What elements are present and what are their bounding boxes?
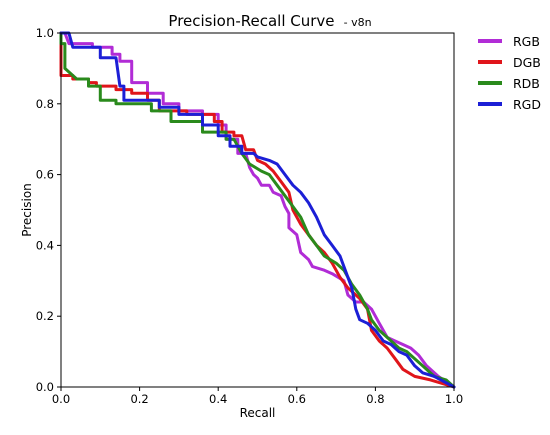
legend-label-rgd: RGD — [513, 97, 541, 112]
series-line-rdb — [59, 31, 456, 389]
x-tick-label: 0.6 — [288, 392, 306, 406]
plot-frame — [60, 32, 455, 388]
y-tick-label: 0.8 — [36, 97, 54, 111]
y-axis-ticks: 0.0 0.2 0.4 0.6 0.8 1.0 — [36, 26, 61, 394]
y-tick-label: 0.2 — [36, 309, 54, 323]
x-axis-label: Recall — [240, 406, 276, 420]
series-line-rgb — [59, 31, 456, 389]
x-axis-ticks: 0.0 0.2 0.4 0.6 0.8 1.0 — [52, 387, 463, 406]
y-tick-label: 0.0 — [36, 380, 54, 394]
y-tick-label: 0.4 — [36, 238, 54, 252]
legend: RGB DGB RDB RGD — [478, 34, 541, 112]
x-tick-label: 0.8 — [366, 392, 384, 406]
y-tick-label: 0.6 — [36, 168, 54, 182]
legend-label-rdb: RDB — [513, 76, 540, 91]
series-line-rgd — [59, 31, 456, 389]
chart-title-main: Precision-Recall Curve — [168, 12, 334, 30]
x-tick-label: 0.4 — [209, 392, 227, 406]
series-layer — [59, 31, 456, 389]
x-tick-label: 0.0 — [52, 392, 70, 406]
legend-label-rgb: RGB — [513, 34, 540, 49]
chart-title: Precision-Recall Curve - v8n — [168, 11, 371, 30]
x-tick-label: 1.0 — [445, 392, 463, 406]
chart-title-sub: - v8n — [344, 16, 372, 29]
x-tick-label: 0.2 — [130, 392, 148, 406]
y-tick-label: 1.0 — [36, 26, 54, 40]
y-axis-label: Precision — [20, 183, 34, 237]
legend-label-dgb: DGB — [513, 55, 541, 70]
